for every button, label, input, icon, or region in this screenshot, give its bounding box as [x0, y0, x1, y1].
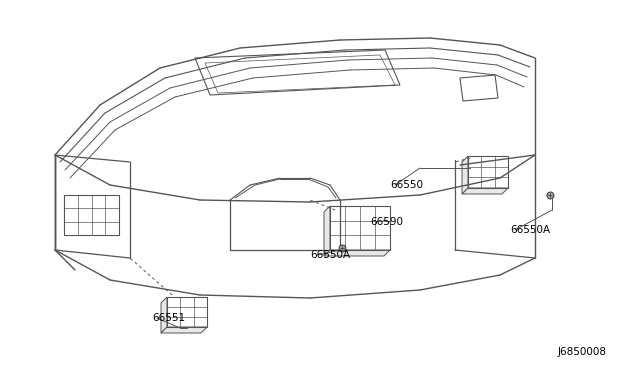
Text: 66590: 66590: [370, 217, 403, 227]
Text: J6850008: J6850008: [558, 347, 607, 357]
Text: 66550A: 66550A: [310, 250, 350, 260]
Polygon shape: [161, 297, 167, 333]
Text: 66551: 66551: [152, 313, 185, 323]
Text: 66550A: 66550A: [510, 225, 550, 235]
Polygon shape: [462, 188, 508, 194]
Polygon shape: [324, 250, 390, 256]
Text: 66550: 66550: [390, 180, 423, 190]
Polygon shape: [462, 156, 468, 194]
Polygon shape: [324, 206, 330, 256]
Polygon shape: [161, 327, 207, 333]
